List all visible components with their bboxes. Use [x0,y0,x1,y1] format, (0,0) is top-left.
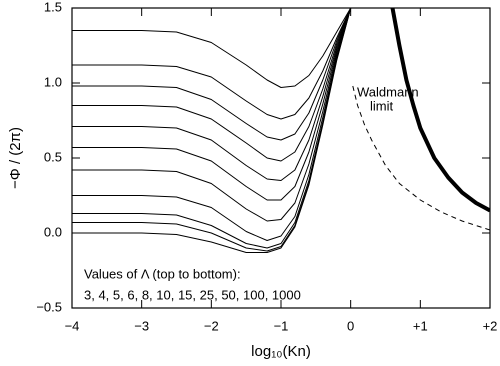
curve [72,8,352,253]
y-tick-label: 0.5 [44,149,62,164]
x-tick-label: −2 [204,318,219,333]
annotation: Waldmann [357,84,419,99]
x-tick-label: +1 [413,318,428,333]
annotation: 3, 4, 5, 6, 8, 10, 15, 25, 50, 100, 1000 [84,287,301,302]
curve [72,8,352,241]
curve [72,8,352,120]
curve [390,8,490,213]
y-axis-label: −Φ / (2π) [7,127,24,189]
curve [72,8,352,181]
y-tick-label: −0.5 [36,299,62,314]
curve [72,8,352,252]
y-tick-label: 1.5 [44,0,62,14]
x-tick-label: 0 [347,318,354,333]
x-axis-label: log₁₀(Kn) [251,343,311,360]
y-tick-label: 1.0 [44,74,62,89]
curve [72,8,352,201]
curve [72,8,352,162]
y-tick-label: 0.0 [44,224,62,239]
annotation: limit [370,98,393,113]
curve [352,85,490,231]
annotation: Values of Λ (top to bottom): [84,266,241,281]
x-tick-label: −3 [134,318,149,333]
x-tick-label: −4 [65,318,80,333]
curve [72,8,352,88]
plot-frame [71,7,491,309]
curve [72,8,352,222]
curve [72,8,352,141]
x-tick-label: +2 [483,318,498,333]
plot-lines [72,8,490,253]
curve [72,8,352,249]
x-tick-label: −1 [274,318,289,333]
